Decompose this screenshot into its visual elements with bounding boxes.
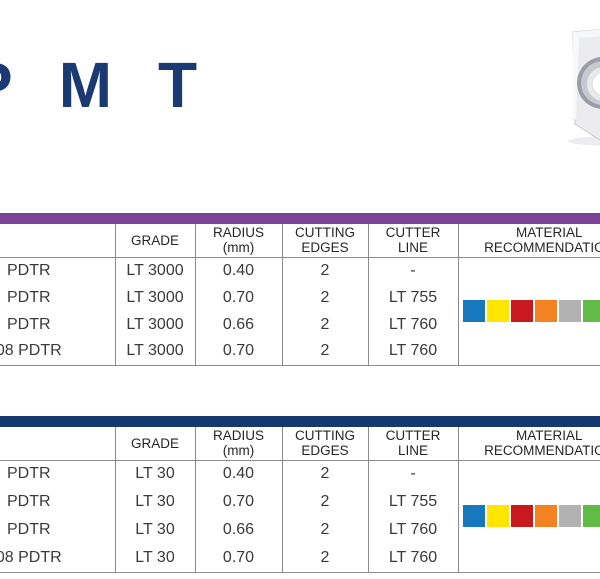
material-recommendation-cell — [457, 460, 600, 573]
grade-cell: LT 3000 — [114, 338, 195, 366]
table-row: PDTR LT 3000 0.70 2 LT 755 — [0, 284, 600, 311]
material-swatch-blue — [462, 505, 485, 527]
radius-cell: 0.70 — [194, 544, 282, 573]
cutting-edges-cell: 2 — [281, 284, 368, 311]
material-swatch-green — [582, 300, 600, 322]
material-swatch-gray — [558, 300, 581, 322]
table-row: PDTR LT 30 0.40 2 - — [0, 460, 600, 573]
table-row: PDTR LT 30 0.70 2 LT 755 — [0, 488, 600, 516]
table1-header-row: GRADE RADIUS (mm) CUTTING EDGES CUTTER L… — [0, 224, 600, 258]
col-header-cutter-line: CUTTER LINE — [367, 427, 458, 461]
grade-cell: LT 30 — [114, 460, 195, 488]
material-swatch-orange — [534, 300, 557, 322]
designation-cell: PDTR — [6, 465, 51, 483]
radius-cell: 0.40 — [194, 257, 282, 284]
cutter-line-cell: LT 760 — [367, 311, 458, 338]
cutter-line-cell: LT 760 — [367, 516, 458, 544]
radius-cell: 0.70 — [194, 338, 282, 366]
material-swatch-green — [582, 505, 600, 527]
material-swatch-yellow — [486, 300, 509, 322]
grade-cell: LT 30 — [114, 516, 195, 544]
cutting-edges-cell: 2 — [281, 516, 368, 544]
table2-header-row: GRADE RADIUS (mm) CUTTING EDGES CUTTER L… — [0, 427, 600, 461]
col-header-cutting-edges: CUTTING EDGES — [281, 427, 368, 461]
grade-cell: LT 3000 — [114, 284, 195, 311]
cutting-edges-cell: 2 — [281, 338, 368, 366]
col-header-grade: GRADE — [114, 427, 195, 461]
cutting-edges-cell: 2 — [281, 488, 368, 516]
material-swatch-gray — [558, 505, 581, 527]
col-header-radius: RADIUS (mm) — [194, 224, 282, 258]
radius-cell: 0.66 — [194, 516, 282, 544]
cutter-line-cell: - — [367, 460, 458, 488]
radius-cell: 0.40 — [194, 460, 282, 488]
grade-cell: LT 30 — [114, 544, 195, 573]
cutter-line-cell: LT 760 — [367, 544, 458, 573]
table-row: PDTR LT 3000 0.66 2 LT 760 — [0, 311, 600, 338]
col-header-cutter-line: CUTTER LINE — [367, 224, 458, 258]
radius-cell: 0.66 — [194, 311, 282, 338]
cutting-edges-cell: 2 — [281, 311, 368, 338]
col-header-cutting-edges: CUTTING EDGES — [281, 224, 368, 258]
col-header-grade: GRADE — [114, 224, 195, 258]
radius-cell: 0.70 — [194, 284, 282, 311]
grade-cell: LT 3000 — [114, 311, 195, 338]
cutter-line-cell: LT 755 — [367, 488, 458, 516]
material-swatch-red — [510, 505, 533, 527]
material-swatch-yellow — [486, 505, 509, 527]
designation-cell: PDTR — [6, 261, 51, 279]
col-header-designation — [0, 224, 115, 258]
designation-cell: PDTR — [6, 288, 51, 306]
col-header-material-recommendation: MATERIAL RECOMMENDATION — [457, 224, 600, 258]
cutting-edges-cell: 2 — [281, 544, 368, 573]
table-row: 08 PDTR LT 30 0.70 2 LT 760 — [0, 544, 600, 573]
material-swatch-blue — [462, 300, 485, 322]
designation-cell: PDTR — [6, 521, 51, 538]
grade-cell: LT 30 — [114, 488, 195, 516]
milling-insert-photo-icon — [568, 28, 600, 146]
material-swatch-orange — [534, 505, 557, 527]
table-row: 08 PDTR LT 3000 0.70 2 LT 760 — [0, 338, 600, 366]
col-header-radius: RADIUS (mm) — [194, 427, 282, 461]
cutter-line-cell: LT 755 — [367, 284, 458, 311]
table-row: PDTR LT 3000 0.40 2 - — [0, 257, 600, 366]
material-swatch-strip — [459, 505, 600, 527]
designation-cell: 08 PDTR — [0, 544, 115, 573]
cutting-edges-cell: 2 — [281, 257, 368, 284]
material-swatch-strip — [459, 300, 600, 322]
grade-cell: LT 3000 — [114, 257, 195, 284]
cutting-edges-cell: 2 — [281, 460, 368, 488]
cutter-line-cell: LT 760 — [367, 338, 458, 366]
table1-accent-bar — [0, 213, 600, 224]
page-title: PMT — [0, 49, 244, 121]
designation-cell: 08 PDTR — [0, 338, 115, 366]
table-row: PDTR LT 30 0.66 2 LT 760 — [0, 516, 600, 544]
designation-cell: PDTR — [6, 315, 51, 333]
radius-cell: 0.70 — [194, 488, 282, 516]
table2: GRADE RADIUS (mm) CUTTING EDGES CUTTER L… — [0, 427, 600, 573]
spec-table-2: GRADE RADIUS (mm) CUTTING EDGES CUTTER L… — [0, 416, 600, 573]
table1: GRADE RADIUS (mm) CUTTING EDGES CUTTER L… — [0, 224, 600, 366]
designation-cell: PDTR — [6, 493, 51, 510]
table2-accent-bar — [0, 416, 600, 427]
col-header-material-recommendation: MATERIAL RECOMMENDATION — [457, 427, 600, 461]
material-recommendation-cell — [457, 257, 600, 366]
spec-table-1: GRADE RADIUS (mm) CUTTING EDGES CUTTER L… — [0, 213, 600, 366]
cutter-line-cell: - — [367, 257, 458, 284]
material-swatch-red — [510, 300, 533, 322]
col-header-designation — [0, 427, 115, 461]
